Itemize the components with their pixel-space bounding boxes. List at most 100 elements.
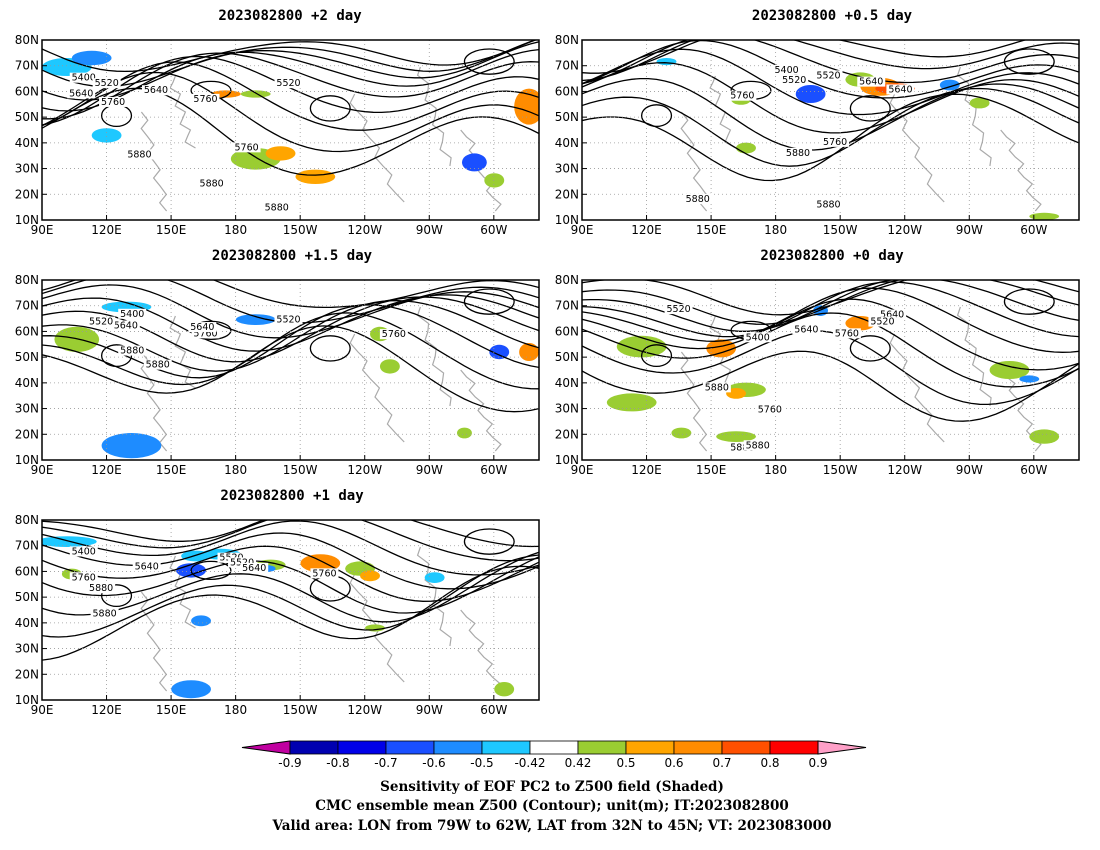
sensitivity-shading: [606, 305, 1060, 444]
colorbar-segment: [625, 740, 675, 755]
colorbar-segment: [433, 740, 483, 755]
z500-contours: [582, 40, 1079, 182]
lon-tick-label: 120W: [347, 223, 382, 237]
contour-label: 5760: [193, 328, 217, 339]
lat-tick-label: 40N: [15, 616, 39, 630]
contour-label: 5520: [95, 78, 119, 89]
lon-tick-label: 150W: [283, 703, 318, 717]
colorbar-label: -0.42: [514, 756, 545, 770]
shading-patch: [606, 393, 657, 412]
shading-patch: [101, 433, 162, 459]
lon-tick-label: 90E: [31, 463, 54, 477]
contour-closed: [100, 584, 133, 608]
map-panel-p1: 2023082800 +1 day54005520564057605880552…: [15, 488, 540, 717]
lon-tick-label: 150W: [283, 223, 318, 237]
contour-line: [582, 40, 1028, 74]
contour-closed: [1003, 48, 1055, 75]
contour-label: 5640: [114, 321, 138, 332]
coastlines: [140, 306, 502, 452]
panel-frame: [41, 519, 540, 701]
contour-line: [42, 520, 539, 562]
lon-tick-label: 120E: [91, 463, 122, 477]
contour-line: [42, 40, 538, 73]
lon-tick-label: 150E: [156, 703, 187, 717]
contour-label: 5400: [746, 332, 770, 343]
colorbar-label: -0.8: [326, 756, 349, 770]
lat-tick-label: 30N: [15, 162, 39, 176]
lon-tick-label: 90W: [956, 223, 983, 237]
lon-tick-label: 90E: [31, 223, 54, 237]
colorbar-segment: [289, 740, 339, 755]
gridlines: [582, 280, 1079, 460]
shading-patch: [91, 128, 122, 143]
shading-patch: [1029, 429, 1060, 444]
contour-label: 5760: [72, 572, 96, 583]
contour-closed: [100, 344, 133, 368]
contour-label: 5760: [101, 97, 125, 108]
contour-label: 5520: [816, 70, 840, 81]
sensitivity-shading: [42, 50, 539, 188]
lon-tick-label: 150W: [823, 463, 858, 477]
contour-label: 5880: [265, 203, 289, 214]
shading-patch: [494, 682, 515, 697]
lon-tick-label: 120E: [631, 463, 662, 477]
colorbar-segment: [481, 740, 531, 755]
contour-closed: [463, 48, 515, 75]
lat-tick-label: 70N: [15, 59, 39, 73]
lat-tick-label: 40N: [15, 136, 39, 150]
panel-title: 2023082800 +0 day: [760, 248, 904, 264]
colorbar-label: -0.5: [470, 756, 493, 770]
panel-title: 2023082800 +0.5 day: [752, 8, 913, 24]
contour-label: 5520: [89, 317, 113, 328]
lon-tick-label: 60W: [1020, 463, 1047, 477]
shading-patch: [1019, 375, 1040, 383]
lat-tick-label: 80N: [555, 273, 579, 287]
shading-patch: [379, 359, 400, 374]
lon-tick-label: 90E: [571, 463, 594, 477]
contour-label: 5400: [775, 65, 799, 76]
lon-tick-label: 90W: [956, 463, 983, 477]
lat-tick-label: 60N: [555, 84, 579, 98]
gridlines: [42, 520, 539, 700]
contour-line: [42, 545, 539, 602]
contour-closed: [640, 344, 673, 368]
contour-label: 5520: [276, 314, 300, 325]
lat-tick-label: 40N: [555, 376, 579, 390]
contour-closed: [190, 560, 232, 581]
lat-tick-label: 20N: [555, 187, 579, 201]
colorbar-label: -0.7: [374, 756, 397, 770]
lat-tick-label: 70N: [15, 539, 39, 553]
lon-tick-label: 150W: [283, 463, 318, 477]
colorbar-high-arrow: [817, 740, 867, 755]
gridlines: [42, 280, 539, 460]
colorbar-label: -0.6: [422, 756, 445, 770]
contour-line: [42, 556, 539, 614]
contour-line: [42, 299, 539, 372]
contour-line: [582, 312, 1079, 388]
lon-tick-label: 150E: [156, 463, 187, 477]
caption-line-1: Sensitivity of EOF PC2 to Z500 field (Sh…: [380, 779, 724, 795]
lon-tick-label: 180: [224, 703, 247, 717]
colorbar-segment: [337, 740, 387, 755]
contour-line: [42, 48, 539, 112]
shading-patch: [726, 388, 747, 399]
contour-line: [582, 77, 1079, 151]
lon-tick-label: 90E: [571, 223, 594, 237]
colorbar-label: -0.9: [278, 756, 301, 770]
shading-patch: [456, 427, 472, 439]
shading-patch: [1029, 212, 1060, 220]
lon-tick-label: 60W: [480, 463, 507, 477]
contour-label: 5520: [782, 75, 806, 86]
lon-tick-label: 60W: [1020, 223, 1047, 237]
contour-label: 5760: [312, 568, 336, 579]
lon-tick-label: 90E: [31, 703, 54, 717]
lon-tick-label: 60W: [480, 223, 507, 237]
lat-tick-label: 10N: [15, 693, 39, 707]
lon-tick-label: 60W: [480, 703, 507, 717]
